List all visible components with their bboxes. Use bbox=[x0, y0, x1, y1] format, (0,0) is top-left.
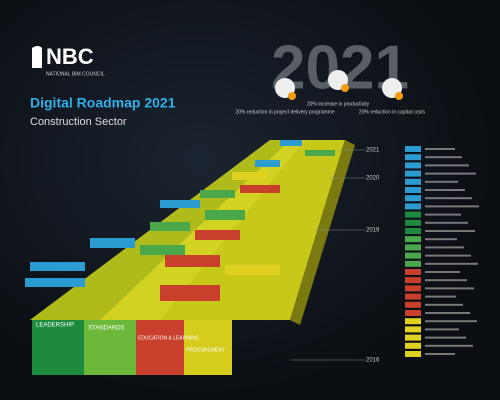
pillar bbox=[136, 320, 184, 375]
pillar-label: LEADERSHIP bbox=[36, 323, 74, 329]
legend-swatch bbox=[405, 178, 421, 185]
legend-line bbox=[425, 303, 463, 306]
legend-swatch bbox=[405, 187, 421, 193]
pillar bbox=[32, 320, 84, 375]
legend-swatch bbox=[405, 195, 421, 202]
legend-line bbox=[425, 328, 459, 331]
legend-swatch bbox=[405, 342, 421, 349]
legend-line bbox=[425, 205, 479, 208]
legend-swatch bbox=[405, 219, 421, 226]
legend-line bbox=[425, 246, 464, 249]
legend-line bbox=[425, 320, 477, 323]
legend-swatch bbox=[405, 211, 421, 218]
year-label: 2016 bbox=[366, 358, 380, 364]
legend-swatch bbox=[405, 154, 421, 161]
year-label: 2019 bbox=[366, 228, 380, 234]
legend-swatch bbox=[405, 285, 421, 292]
goal: 20% reduction in capital costs bbox=[359, 109, 426, 115]
legend-line bbox=[425, 312, 470, 314]
legend-line bbox=[425, 254, 471, 257]
legend-swatch bbox=[405, 293, 421, 300]
title: Digital Roadmap 2021 bbox=[30, 95, 176, 111]
subtitle: Construction Sector bbox=[30, 116, 127, 128]
legend-line bbox=[425, 287, 474, 290]
year-lines bbox=[290, 149, 365, 361]
year-label: 2020 bbox=[366, 176, 380, 182]
year-label: 2021 bbox=[366, 148, 380, 154]
legend-line bbox=[425, 295, 456, 298]
brand-subtitle: NATIONAL BIM COUNCIL bbox=[46, 71, 105, 77]
legend-line bbox=[425, 344, 473, 347]
legend-line bbox=[425, 336, 466, 339]
legend-swatch bbox=[405, 260, 421, 267]
legend-line bbox=[425, 213, 461, 216]
legend-swatch bbox=[405, 301, 421, 308]
legend-line bbox=[425, 230, 475, 232]
road-edge bbox=[290, 140, 355, 325]
pillar bbox=[84, 320, 136, 375]
legend-line bbox=[425, 279, 467, 282]
legend-line bbox=[425, 238, 457, 241]
pillar-label: PROCUREMENT bbox=[186, 347, 225, 353]
legend-swatch bbox=[405, 326, 421, 333]
legend-swatch bbox=[405, 334, 421, 341]
legend-swatch bbox=[405, 170, 421, 177]
legend-line bbox=[425, 164, 469, 167]
legend-line bbox=[425, 262, 478, 265]
legend-swatch bbox=[405, 318, 421, 325]
legend-swatch bbox=[405, 252, 421, 259]
legend bbox=[405, 146, 479, 357]
legend-line bbox=[425, 180, 458, 183]
legend-line bbox=[425, 197, 472, 200]
legend-swatch bbox=[405, 351, 421, 357]
callouts bbox=[25, 140, 335, 301]
pillar-label: EDUCATION & LEARNING bbox=[138, 335, 199, 341]
pillar-label: STANDARDS bbox=[88, 326, 125, 332]
legend-swatch bbox=[405, 310, 421, 316]
legend-line bbox=[425, 172, 476, 175]
legend-line bbox=[425, 221, 468, 224]
legend-swatch bbox=[405, 228, 421, 234]
legend-line bbox=[425, 271, 460, 273]
legend-swatch bbox=[405, 244, 421, 251]
harp-icon bbox=[32, 46, 42, 68]
legend-swatch bbox=[405, 236, 421, 243]
brand: NBC bbox=[46, 44, 94, 69]
goal: 20% reduction in project delivery progra… bbox=[235, 109, 334, 115]
goal: 20% increase in productivity bbox=[307, 101, 370, 107]
goal-icons bbox=[275, 70, 403, 100]
legend-line bbox=[425, 148, 455, 150]
legend-swatch bbox=[405, 269, 421, 275]
pillar bbox=[184, 320, 232, 375]
legend-line bbox=[425, 156, 462, 159]
legend-line bbox=[425, 353, 455, 355]
legend-swatch bbox=[405, 203, 421, 210]
legend-line bbox=[425, 189, 465, 191]
legend-swatch bbox=[405, 162, 421, 169]
legend-swatch bbox=[405, 146, 421, 152]
legend-swatch bbox=[405, 277, 421, 284]
